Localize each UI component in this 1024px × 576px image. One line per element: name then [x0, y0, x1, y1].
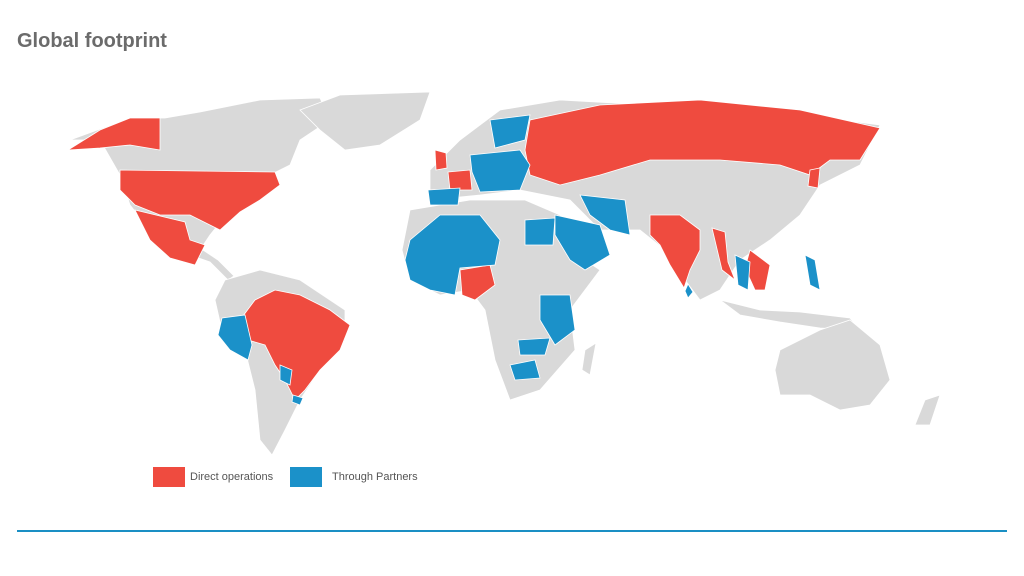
- australia: [774, 319, 891, 411]
- myanmar: [711, 227, 736, 282]
- russia: [524, 99, 881, 186]
- west-africa: [404, 214, 501, 296]
- brazil: [239, 289, 351, 401]
- egypt: [524, 217, 556, 246]
- sri-lanka: [684, 283, 694, 299]
- east-africa: [539, 294, 576, 346]
- japan: [807, 167, 821, 189]
- legend-direct-operations: Direct operations: [153, 467, 273, 487]
- direct-operations-layer: [67, 99, 881, 401]
- iberia: [427, 187, 461, 206]
- page-title: Global footprint: [17, 30, 167, 52]
- peru: [217, 314, 253, 361]
- iran: [579, 194, 631, 236]
- footer-divider: [17, 530, 1007, 532]
- united-kingdom: [434, 149, 448, 171]
- united-states: [119, 169, 281, 231]
- southern-africa: [509, 359, 541, 381]
- india: [649, 214, 701, 289]
- legend-through-partners: Through Partners: [290, 467, 418, 487]
- new-zealand: [914, 394, 941, 426]
- thailand: [734, 254, 751, 291]
- saudi-arabia: [554, 214, 611, 271]
- philippines: [804, 254, 821, 291]
- uruguay: [291, 394, 304, 406]
- greenland: [299, 91, 431, 151]
- legend-label: Through Partners: [332, 471, 418, 483]
- legend-label: Direct operations: [190, 471, 274, 483]
- paraguay: [279, 364, 293, 386]
- legend-swatch-blue: [290, 467, 322, 487]
- zambia: [517, 337, 551, 356]
- legend-swatch-red: [153, 467, 185, 487]
- alaska: [67, 117, 161, 151]
- scandinavia: [489, 114, 531, 149]
- madagascar: [581, 342, 597, 376]
- mexico: [134, 209, 206, 266]
- partner-layer: [217, 114, 821, 406]
- central-europe: [469, 149, 531, 193]
- france: [447, 169, 473, 191]
